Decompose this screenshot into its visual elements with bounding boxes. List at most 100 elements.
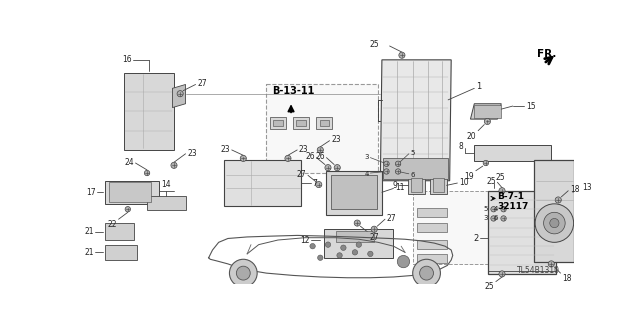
Circle shape [548, 261, 554, 267]
Circle shape [334, 165, 340, 171]
Bar [417, 208, 447, 217]
Bar [429, 177, 447, 194]
Bar [147, 196, 186, 210]
Circle shape [317, 255, 323, 260]
Text: 27: 27 [197, 79, 207, 88]
Text: 19: 19 [465, 172, 474, 181]
Text: 25: 25 [484, 282, 494, 291]
Bar [474, 145, 551, 161]
Text: 15: 15 [526, 101, 536, 111]
Circle shape [171, 162, 177, 168]
Circle shape [397, 256, 410, 268]
Circle shape [177, 91, 183, 97]
Circle shape [125, 206, 131, 212]
Text: 23: 23 [331, 136, 340, 145]
Circle shape [240, 155, 246, 161]
Text: 27: 27 [297, 170, 307, 179]
Text: 27: 27 [369, 233, 380, 242]
Bar [488, 191, 556, 274]
Text: 1: 1 [476, 82, 481, 91]
Bar [411, 178, 422, 192]
Circle shape [316, 182, 322, 188]
Circle shape [325, 242, 331, 247]
Circle shape [396, 169, 401, 174]
Circle shape [491, 216, 496, 221]
Text: 14: 14 [161, 180, 171, 189]
Text: 22: 22 [108, 220, 117, 229]
Polygon shape [172, 85, 186, 108]
Bar [383, 158, 448, 179]
Bar [331, 174, 378, 209]
Text: 9: 9 [392, 181, 397, 190]
Text: 23: 23 [299, 145, 308, 154]
Text: 32117: 32117 [497, 202, 529, 211]
Bar [534, 160, 575, 262]
Text: 23: 23 [221, 145, 230, 154]
Text: 7: 7 [312, 179, 317, 188]
Text: 12: 12 [300, 235, 310, 245]
Circle shape [535, 204, 573, 242]
Text: 4: 4 [494, 206, 498, 212]
Text: 11: 11 [395, 183, 404, 192]
Circle shape [399, 52, 405, 58]
Text: 6: 6 [493, 215, 498, 221]
Text: 25: 25 [495, 173, 505, 182]
Polygon shape [380, 60, 451, 181]
Bar [408, 177, 425, 194]
Circle shape [501, 216, 506, 221]
Bar [270, 117, 285, 129]
Circle shape [325, 165, 331, 171]
Text: 21: 21 [84, 248, 94, 257]
Text: 2: 2 [474, 234, 479, 243]
Polygon shape [470, 104, 501, 119]
Bar [316, 117, 332, 129]
Circle shape [550, 219, 559, 228]
Text: 5: 5 [410, 150, 415, 156]
Bar [296, 120, 306, 126]
Polygon shape [105, 181, 159, 204]
Circle shape [491, 206, 496, 212]
Bar [474, 105, 501, 118]
Circle shape [356, 242, 362, 247]
Circle shape [310, 243, 316, 249]
Circle shape [413, 259, 440, 287]
Text: 26: 26 [305, 152, 315, 161]
Circle shape [371, 226, 378, 232]
Bar [109, 182, 151, 202]
Circle shape [354, 220, 360, 226]
Bar [417, 240, 447, 249]
Circle shape [543, 212, 565, 234]
Bar [293, 117, 308, 129]
Text: 13: 13 [582, 183, 592, 192]
Text: 6: 6 [410, 172, 415, 178]
Circle shape [555, 197, 561, 203]
Text: 25: 25 [486, 177, 496, 186]
Text: 23: 23 [187, 149, 196, 158]
Circle shape [499, 271, 505, 277]
Circle shape [337, 253, 342, 258]
Circle shape [236, 266, 250, 280]
Text: 18: 18 [570, 185, 579, 195]
Text: 17: 17 [86, 188, 95, 197]
Text: 26: 26 [316, 152, 325, 161]
FancyBboxPatch shape [266, 85, 378, 173]
Text: TL54B1310: TL54B1310 [516, 266, 559, 275]
Bar [417, 223, 447, 232]
Text: 3: 3 [364, 154, 369, 160]
Bar [105, 223, 134, 240]
Bar [326, 171, 382, 215]
Text: 8: 8 [459, 142, 463, 151]
Text: FR.: FR. [538, 49, 557, 59]
Text: 25: 25 [370, 40, 380, 49]
Bar [273, 120, 283, 126]
Text: B-13-11: B-13-11 [273, 86, 315, 96]
Text: 5: 5 [484, 206, 488, 212]
Circle shape [384, 161, 389, 167]
Text: 16: 16 [122, 55, 132, 63]
Text: B-7-1: B-7-1 [497, 192, 524, 201]
Circle shape [499, 188, 505, 194]
Polygon shape [324, 229, 394, 258]
Circle shape [340, 245, 346, 250]
Polygon shape [336, 231, 374, 242]
Circle shape [367, 251, 373, 256]
